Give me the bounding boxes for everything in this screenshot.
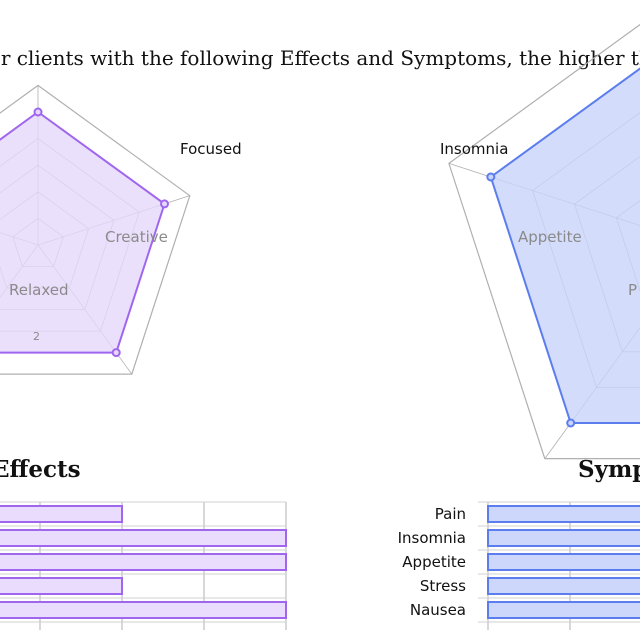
effects-bar <box>0 553 287 571</box>
effects-radar-axis-label: Relaxed <box>9 281 69 299</box>
symptoms-bar <box>487 529 640 547</box>
symptoms-bar <box>487 505 640 523</box>
symptoms-bar <box>487 577 640 595</box>
symptoms-radar-series-area <box>489 67 640 424</box>
symptoms-bar-category-label: Nausea <box>410 601 466 619</box>
symptoms-radar-axis-label: P <box>628 281 637 299</box>
symptoms-bar-category-label: Appetite <box>402 553 466 571</box>
symptoms-bar <box>487 601 640 619</box>
symptoms-bar <box>487 553 640 571</box>
effects-bar <box>0 577 123 595</box>
effects-section-title: Effects <box>0 456 81 483</box>
effects-radar-series-area <box>0 110 166 354</box>
symptoms-bar-category-label: Stress <box>420 577 466 595</box>
symptoms-section-title: Symp <box>578 456 640 483</box>
effects-radar-group <box>0 84 191 375</box>
effects-bar <box>0 529 287 547</box>
effects-radar-point <box>111 348 121 358</box>
effects-radar-point <box>160 199 169 209</box>
symptoms-radar-group <box>448 23 640 460</box>
symptoms-radar-axis-label: Insomnia <box>440 140 508 158</box>
effects-radar-point <box>33 107 43 117</box>
effects-radar-axis-label: Focused <box>180 140 242 158</box>
symptoms-radar-grid-ring <box>448 23 640 460</box>
effects-radar-grid-ring <box>0 84 191 375</box>
effects-radar-axis-label: Creative <box>105 228 168 246</box>
symptoms-radar-point <box>486 172 496 182</box>
symptoms-bar-category-label: Pain <box>435 505 466 523</box>
symptoms-bar-category-label: Insomnia <box>398 529 466 547</box>
effects-radar-tick-label: 2 <box>33 330 40 343</box>
symptoms-radar-point <box>566 418 576 428</box>
effects-bar <box>0 505 123 523</box>
symptoms-radar-axis-label: Appetite <box>518 228 582 246</box>
intro-text-banner: For clients with the following Effects a… <box>0 46 640 76</box>
effects-bar <box>0 601 287 619</box>
intro-text: For clients with the following Effects a… <box>0 46 640 70</box>
